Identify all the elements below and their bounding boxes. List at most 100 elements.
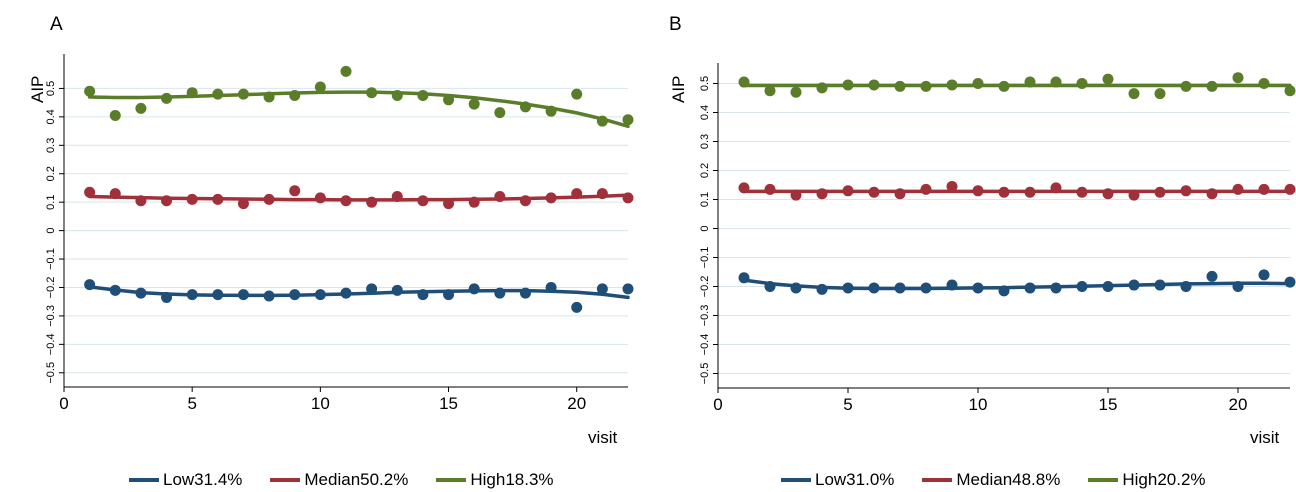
data-point [186, 87, 198, 99]
y-tick-label: −0.1 [699, 247, 711, 269]
data-point [1024, 76, 1036, 88]
data-point [468, 283, 480, 295]
data-point [868, 282, 880, 294]
data-point [738, 182, 750, 194]
data-point [764, 281, 776, 292]
data-point [468, 98, 480, 110]
data-point [998, 285, 1010, 297]
data-point [920, 282, 932, 294]
data-point [289, 90, 301, 102]
data-point [1050, 76, 1062, 88]
data-point [237, 198, 249, 210]
y-tick-label: −0.3 [45, 305, 57, 327]
data-point [417, 90, 429, 102]
y-tick-label: −0.5 [699, 363, 711, 385]
data-point [109, 109, 121, 121]
data-point [790, 282, 802, 294]
data-point [366, 87, 378, 99]
y-tick-label: −0.5 [45, 362, 57, 384]
data-point [1050, 282, 1062, 294]
data-point [1206, 188, 1218, 200]
data-point [289, 185, 301, 197]
data-point [1232, 72, 1244, 84]
data-point [816, 283, 828, 295]
chart-b: −0.5 −0.4 −0.3 −0.2 −0.1 0 0.1 0.2 0.3 0.4 0.5 0 5 10… [699, 63, 1296, 414]
data-point [1076, 186, 1088, 198]
data-point [186, 289, 198, 301]
y-tick-label: 0.5 [45, 81, 57, 96]
data-point [135, 102, 147, 114]
data-point [340, 287, 352, 299]
legend: Low31.0% Median48.8% High20.2% [781, 470, 1234, 490]
data-point [1284, 276, 1296, 288]
legend-item-high: High20.2% [1088, 470, 1206, 490]
data-point [84, 85, 96, 97]
panel-label: A [50, 14, 63, 35]
data-point [1128, 279, 1140, 291]
legend-item-median: Median48.8% [922, 470, 1060, 490]
legend: Low31.4% Median50.2% High18.3% [129, 470, 582, 490]
data-point [946, 180, 958, 192]
data-point [571, 301, 583, 313]
data-point [972, 282, 984, 294]
series-line-0 [742, 278, 1292, 291]
data-point [366, 283, 378, 295]
data-point [366, 196, 378, 208]
data-point [842, 185, 854, 197]
chart-a: −0.5 −0.4 −0.3 −0.2 −0.1 0 0.1 0.2 0.3 0.4 0.5 0 5 10… [45, 54, 634, 413]
data-point [391, 90, 403, 102]
data-point [894, 282, 906, 294]
data-point [972, 78, 984, 89]
legend-swatch-median [270, 478, 301, 482]
y-tick-label: 0.1 [45, 195, 57, 210]
legend-item-median: Median50.2% [270, 470, 408, 490]
data-point [1128, 88, 1140, 100]
data-point [790, 189, 802, 201]
legend-item-high: High18.3% [436, 470, 554, 490]
data-point [842, 282, 854, 294]
data-point [135, 287, 147, 299]
data-point [868, 186, 880, 198]
data-point [1180, 80, 1192, 92]
data-point [314, 192, 326, 204]
legend-label-median: Median50.2% [304, 470, 409, 489]
data-point [920, 183, 932, 195]
data-point [622, 283, 634, 295]
data-point [1024, 282, 1036, 294]
legend-label-high: High20.2% [1122, 470, 1206, 489]
data-point [1050, 182, 1062, 194]
data-point [519, 195, 531, 207]
data-point [186, 193, 198, 205]
x-tick-label: 15 [439, 394, 458, 413]
data-point [596, 188, 608, 200]
data-point [816, 188, 828, 200]
x-axis-label: visit [588, 428, 618, 447]
panel-label: B [669, 14, 682, 35]
series-line-0 [87, 285, 630, 300]
x-tick-label: 5 [187, 394, 196, 413]
data-point [545, 105, 557, 117]
data-point [545, 192, 557, 204]
data-point [998, 80, 1010, 92]
y-tick-label: 0.1 [699, 192, 711, 207]
data-point [1284, 85, 1296, 97]
data-point [1258, 269, 1270, 281]
data-point [998, 186, 1010, 198]
data-point [519, 287, 531, 299]
y-tick-label: 0.4 [45, 109, 57, 124]
data-point [289, 289, 301, 301]
legend-item-low: Low31.4% [129, 470, 242, 490]
data-point [920, 80, 932, 92]
data-point [161, 92, 173, 104]
data-point [263, 91, 275, 103]
data-point [494, 107, 506, 119]
data-point [1102, 188, 1114, 200]
data-point [764, 85, 776, 97]
data-point [263, 193, 275, 205]
x-tick-label: 0 [59, 394, 68, 413]
data-point [391, 190, 403, 202]
data-point [816, 82, 828, 94]
data-point [135, 195, 147, 207]
x-tick-label: 0 [713, 395, 722, 414]
x-tick-label: 5 [843, 395, 852, 414]
